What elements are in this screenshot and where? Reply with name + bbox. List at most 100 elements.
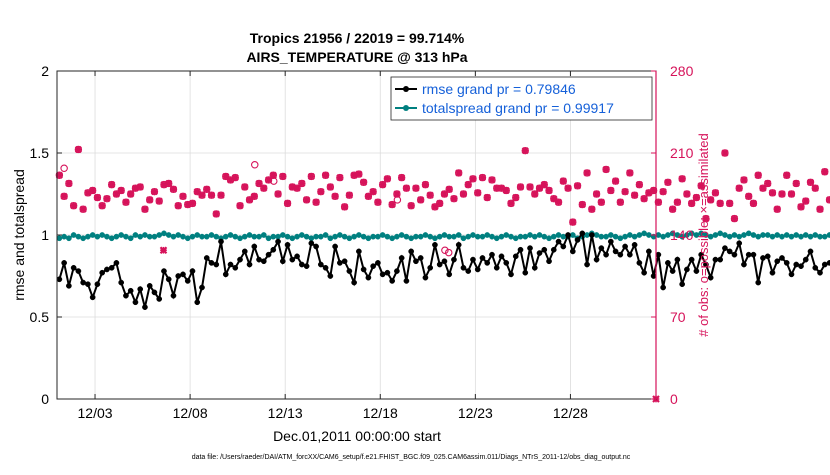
rmse-point (303, 263, 310, 270)
totalspread-point (237, 235, 243, 242)
rmse-point (631, 241, 638, 248)
rmse-point (684, 266, 690, 273)
obs-assimilated-point (478, 174, 487, 182)
obs-possible-point (364, 192, 373, 201)
obs-assimilated-point (402, 184, 410, 192)
totalspread-point (298, 232, 305, 238)
obs-assimilated-point (745, 192, 753, 200)
rmse-point (165, 276, 172, 283)
obs-possible-point (778, 190, 786, 198)
totalspread-point (337, 232, 343, 238)
obs-assimilated-point (597, 198, 605, 206)
totalspread-point (365, 235, 372, 242)
rmse-point (436, 261, 443, 268)
right-y-tick-label: 210 (670, 145, 694, 161)
rmse-point (317, 261, 324, 268)
obs-assimilated-point (545, 186, 553, 195)
obs-possible-point (611, 177, 620, 185)
obs-assimilated-point (303, 196, 311, 204)
totalspread-point (717, 230, 724, 237)
obs-assimilated-point (388, 200, 396, 209)
rmse-point (213, 261, 220, 268)
obs-possible-point (321, 171, 330, 179)
rmse-point (779, 255, 785, 261)
rmse-point (817, 269, 823, 276)
legend-label-0: rmse grand pr = 0.79846 (422, 81, 576, 97)
totalspread-point (184, 235, 191, 242)
rmse-point (89, 294, 96, 301)
obs-possible-point (174, 202, 182, 210)
totalspread-point (536, 232, 543, 238)
rmse-point (793, 261, 800, 268)
obs-assimilated-point (635, 181, 643, 189)
obs-possible-point (630, 191, 639, 199)
rmse-point (413, 258, 419, 265)
rmse-point (560, 243, 567, 250)
x-axis-ticks: 12/03 12/08 12/13 12/18 12/23 12/28 (78, 71, 588, 421)
obs-possible-point (559, 177, 567, 185)
rmse-point (802, 256, 809, 263)
totalspread-point (104, 233, 110, 240)
obs-possible-point (583, 169, 591, 177)
obs-possible-point (512, 193, 520, 202)
totalspread-point (270, 233, 277, 240)
totalspread-point (398, 232, 405, 238)
rmse-point (674, 256, 681, 263)
obs-possible-point (768, 189, 777, 197)
totalspread-point (783, 232, 790, 238)
rmse-point (365, 274, 372, 281)
totalspread-point (741, 232, 747, 238)
rmse-point (127, 287, 134, 294)
obs-possible-point (260, 184, 268, 192)
obs-possible-point (69, 202, 78, 210)
obs-possible-point (245, 196, 254, 204)
totalspread-point (161, 230, 167, 237)
obs-possible-point (668, 205, 677, 213)
obs-assimilated-point (816, 205, 824, 213)
rmse-point (275, 238, 281, 245)
rmse-point (489, 251, 495, 258)
obs-possible-point (626, 169, 634, 177)
totalspread-point (208, 232, 215, 238)
totalspread-point (313, 233, 319, 240)
obs-assimilated-point (393, 190, 401, 198)
obs-possible-point (735, 184, 743, 192)
obs-possible-point (222, 172, 230, 181)
obs-possible-point (402, 184, 411, 192)
rmse-point (641, 269, 647, 276)
rmse-point (427, 264, 434, 271)
rmse-point (722, 245, 728, 251)
rmse-point (636, 260, 643, 266)
rmse-point (712, 256, 719, 263)
rmse-point (546, 258, 552, 265)
rmse-point (470, 256, 476, 263)
rmse-point (607, 238, 614, 245)
obs-possible-point (374, 198, 382, 206)
right-y-tick-label: 0 (670, 391, 678, 407)
obs-assimilated-point (331, 192, 339, 200)
totalspread-point (85, 233, 91, 240)
rmse-point (688, 256, 695, 263)
rmse-point (156, 296, 163, 302)
obs-assimilated-point (640, 195, 648, 203)
totalspread-point (636, 232, 643, 238)
obs-possible-point (450, 194, 458, 203)
rmse-point (612, 248, 619, 255)
rmse-point (75, 268, 82, 274)
obs-possible-point (359, 178, 368, 186)
obs-assimilated-point (683, 190, 691, 198)
obs-possible-point (416, 196, 425, 204)
rmse-point (208, 260, 215, 266)
totalspread-point (432, 235, 438, 242)
totalspread-point (774, 232, 781, 238)
rmse-point (603, 251, 609, 258)
totalspread-point (332, 233, 338, 240)
obs-possible-point (169, 185, 178, 194)
obs-possible-point (198, 191, 206, 199)
obs-possible-point (107, 180, 116, 189)
rmse-point (398, 255, 405, 261)
obs-possible-point (212, 210, 220, 218)
obs-possible-point (440, 190, 449, 198)
obs-assimilated-point (159, 246, 168, 255)
